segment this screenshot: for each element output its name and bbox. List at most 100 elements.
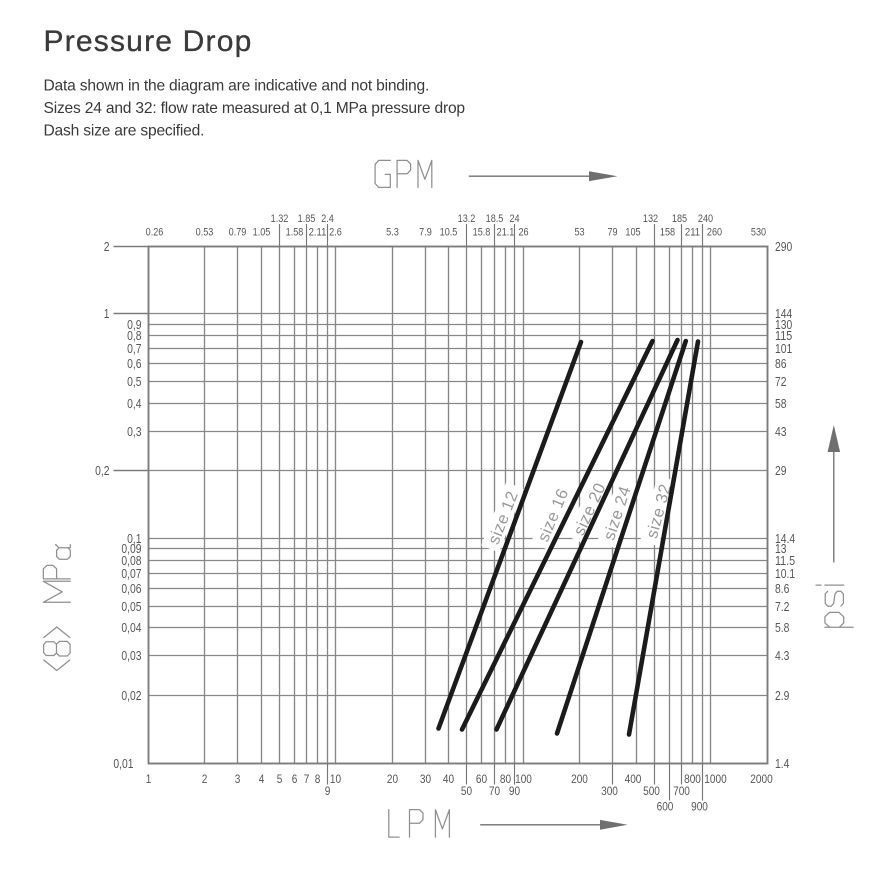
svg-text:9: 9 — [325, 784, 331, 798]
svg-text:530: 530 — [751, 227, 766, 239]
svg-text:90: 90 — [509, 784, 520, 798]
svg-text:0,01: 0,01 — [113, 757, 133, 771]
svg-text:0,2: 0,2 — [95, 464, 109, 478]
svg-text:0,05: 0,05 — [121, 600, 141, 614]
svg-text:43: 43 — [775, 425, 787, 439]
svg-text:105: 105 — [625, 227, 640, 239]
svg-text:80: 80 — [500, 772, 511, 786]
svg-text:Data shown in the diagram are: Data shown in the diagram are indicative… — [44, 78, 430, 95]
svg-text:5: 5 — [277, 772, 283, 786]
svg-text:8.6: 8.6 — [775, 582, 789, 596]
svg-text:0,06: 0,06 — [121, 582, 141, 596]
svg-text:0,1: 0,1 — [127, 532, 141, 546]
svg-text:58: 58 — [775, 397, 787, 411]
svg-text:21.1: 21.1 — [497, 227, 515, 239]
svg-text:0,8: 0,8 — [127, 329, 141, 343]
svg-text:72: 72 — [775, 375, 787, 389]
svg-text:400: 400 — [625, 772, 642, 786]
svg-text:0,9: 0,9 — [127, 318, 141, 332]
svg-text:1: 1 — [146, 772, 152, 786]
svg-text:1.85: 1.85 — [298, 213, 316, 225]
svg-text:2: 2 — [104, 240, 110, 254]
svg-text:26: 26 — [518, 227, 528, 239]
svg-text:7.2: 7.2 — [775, 600, 789, 614]
svg-text:5.3: 5.3 — [386, 227, 399, 239]
svg-text:7.9: 7.9 — [419, 227, 432, 239]
svg-text:50: 50 — [461, 784, 472, 798]
svg-text:300: 300 — [601, 784, 618, 798]
svg-text:86: 86 — [775, 357, 787, 371]
svg-text:8: 8 — [315, 772, 321, 786]
svg-text:0.79: 0.79 — [229, 227, 247, 239]
svg-text:1: 1 — [104, 307, 110, 321]
svg-text:2.6: 2.6 — [329, 227, 342, 239]
svg-text:900: 900 — [691, 800, 708, 814]
svg-text:0,4: 0,4 — [127, 397, 141, 411]
svg-text:20: 20 — [387, 772, 398, 786]
svg-text:7: 7 — [304, 772, 310, 786]
svg-text:2.4: 2.4 — [321, 213, 334, 225]
svg-text:158: 158 — [660, 227, 675, 239]
svg-text:115: 115 — [775, 329, 792, 343]
svg-text:500: 500 — [643, 784, 660, 798]
svg-text:13.2: 13.2 — [458, 213, 476, 225]
svg-text:132: 132 — [643, 213, 658, 225]
svg-text:11.5: 11.5 — [775, 554, 795, 568]
svg-text:60: 60 — [476, 772, 487, 786]
svg-text:10.1: 10.1 — [775, 567, 795, 581]
svg-text:101: 101 — [775, 342, 792, 356]
svg-text:14.4: 14.4 — [775, 532, 795, 546]
svg-text:Dash size are specified.: Dash size are specified. — [44, 123, 205, 140]
svg-text:Sizes 24 and 32: flow rate mea: Sizes 24 and 32: flow rate measured at 0… — [44, 100, 466, 117]
svg-text:0,7: 0,7 — [127, 342, 141, 356]
svg-text:18.5: 18.5 — [486, 213, 504, 225]
svg-text:2000: 2000 — [750, 772, 773, 786]
svg-text:1.32: 1.32 — [271, 213, 289, 225]
svg-text:0,3: 0,3 — [127, 425, 141, 439]
svg-text:200: 200 — [571, 772, 588, 786]
svg-text:100: 100 — [515, 772, 532, 786]
svg-text:4: 4 — [259, 772, 265, 786]
svg-text:79: 79 — [607, 227, 617, 239]
svg-text:15.8: 15.8 — [473, 227, 491, 239]
svg-text:0,02: 0,02 — [121, 689, 141, 703]
svg-text:2.9: 2.9 — [775, 689, 789, 703]
svg-text:0,04: 0,04 — [121, 621, 141, 635]
svg-text:30: 30 — [420, 772, 431, 786]
svg-text:700: 700 — [673, 784, 690, 798]
svg-text:0,07: 0,07 — [121, 567, 141, 581]
svg-text:0,08: 0,08 — [121, 554, 141, 568]
svg-text:1.05: 1.05 — [253, 227, 271, 239]
svg-text:260: 260 — [707, 227, 722, 239]
svg-text:0,6: 0,6 — [127, 357, 141, 371]
svg-text:0,09: 0,09 — [121, 542, 141, 556]
svg-text:144: 144 — [775, 307, 792, 321]
svg-text:29: 29 — [775, 464, 787, 478]
svg-text:0.53: 0.53 — [196, 227, 214, 239]
svg-text:53: 53 — [574, 227, 584, 239]
svg-text:800: 800 — [684, 772, 701, 786]
svg-text:10.5: 10.5 — [440, 227, 458, 239]
svg-text:2.11: 2.11 — [309, 227, 327, 239]
svg-text:240: 240 — [698, 213, 713, 225]
svg-text:3: 3 — [235, 772, 241, 786]
svg-text:185: 185 — [672, 213, 687, 225]
svg-text:211: 211 — [685, 227, 700, 239]
svg-text:4.3: 4.3 — [775, 649, 789, 663]
svg-text:1000: 1000 — [704, 772, 727, 786]
svg-text:5.8: 5.8 — [775, 621, 789, 635]
svg-text:70: 70 — [489, 784, 500, 798]
svg-text:6: 6 — [292, 772, 298, 786]
svg-text:1.58: 1.58 — [286, 227, 304, 239]
svg-text:1.4: 1.4 — [775, 757, 789, 771]
svg-text:13: 13 — [775, 542, 787, 556]
svg-text:10: 10 — [330, 772, 341, 786]
svg-text:0.26: 0.26 — [146, 227, 164, 239]
svg-text:40: 40 — [443, 772, 454, 786]
svg-text:0,03: 0,03 — [121, 649, 141, 663]
svg-text:600: 600 — [657, 800, 674, 814]
svg-text:0,5: 0,5 — [127, 375, 141, 389]
svg-text:130: 130 — [775, 318, 792, 332]
svg-text:24: 24 — [509, 213, 519, 225]
svg-text:Pressure Drop: Pressure Drop — [44, 25, 253, 58]
